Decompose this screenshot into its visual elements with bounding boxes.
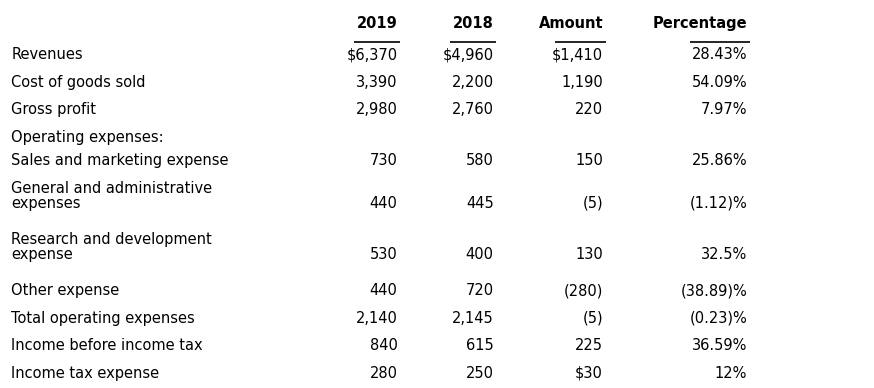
Text: Cost of goods sold: Cost of goods sold xyxy=(11,75,146,90)
Text: 54.09%: 54.09% xyxy=(691,75,747,90)
Text: Revenues: Revenues xyxy=(11,47,83,62)
Text: Operating expenses:: Operating expenses: xyxy=(11,130,164,145)
Text: 225: 225 xyxy=(575,338,603,353)
Text: expenses: expenses xyxy=(11,196,81,211)
Text: Gross profit: Gross profit xyxy=(11,102,96,118)
Text: 2019: 2019 xyxy=(357,16,398,31)
Text: General and administrative: General and administrative xyxy=(11,181,212,196)
Text: 400: 400 xyxy=(466,247,494,262)
Text: 130: 130 xyxy=(575,247,603,262)
Text: Total operating expenses: Total operating expenses xyxy=(11,311,195,326)
Text: 615: 615 xyxy=(466,338,494,353)
Text: 25.86%: 25.86% xyxy=(691,153,747,168)
Text: Income tax expense: Income tax expense xyxy=(11,366,159,381)
Text: $6,370: $6,370 xyxy=(347,47,398,62)
Text: 530: 530 xyxy=(370,247,398,262)
Text: 280: 280 xyxy=(370,366,398,381)
Text: 3,390: 3,390 xyxy=(357,75,398,90)
Text: 150: 150 xyxy=(575,153,603,168)
Text: (280): (280) xyxy=(564,283,603,298)
Text: Amount: Amount xyxy=(538,16,603,31)
Text: Percentage: Percentage xyxy=(653,16,747,31)
Text: $4,960: $4,960 xyxy=(443,47,494,62)
Text: 730: 730 xyxy=(370,153,398,168)
Text: $1,410: $1,410 xyxy=(552,47,603,62)
Text: 2,760: 2,760 xyxy=(452,102,494,118)
Text: 250: 250 xyxy=(466,366,494,381)
Text: 2018: 2018 xyxy=(453,16,494,31)
Text: 2,200: 2,200 xyxy=(452,75,494,90)
Text: 440: 440 xyxy=(370,283,398,298)
Text: 1,190: 1,190 xyxy=(561,75,603,90)
Text: Other expense: Other expense xyxy=(11,283,120,298)
Text: 2,980: 2,980 xyxy=(356,102,398,118)
Text: 28.43%: 28.43% xyxy=(691,47,747,62)
Text: Income before income tax: Income before income tax xyxy=(11,338,203,353)
Text: 32.5%: 32.5% xyxy=(701,247,747,262)
Text: (5): (5) xyxy=(582,311,603,326)
Text: (38.89)%: (38.89)% xyxy=(681,283,747,298)
Text: $30: $30 xyxy=(575,366,603,381)
Text: 220: 220 xyxy=(575,102,603,118)
Text: expense: expense xyxy=(11,247,73,262)
Text: 2,140: 2,140 xyxy=(356,311,398,326)
Text: 36.59%: 36.59% xyxy=(692,338,747,353)
Text: Research and development: Research and development xyxy=(11,232,212,247)
Text: Sales and marketing expense: Sales and marketing expense xyxy=(11,153,229,168)
Text: 580: 580 xyxy=(466,153,494,168)
Text: 12%: 12% xyxy=(715,366,747,381)
Text: (0.23)%: (0.23)% xyxy=(690,311,747,326)
Text: 840: 840 xyxy=(370,338,398,353)
Text: 7.97%: 7.97% xyxy=(701,102,747,118)
Text: 2,145: 2,145 xyxy=(452,311,494,326)
Text: 720: 720 xyxy=(466,283,494,298)
Text: (5): (5) xyxy=(582,196,603,211)
Text: (1.12)%: (1.12)% xyxy=(690,196,747,211)
Text: 445: 445 xyxy=(466,196,494,211)
Text: 440: 440 xyxy=(370,196,398,211)
